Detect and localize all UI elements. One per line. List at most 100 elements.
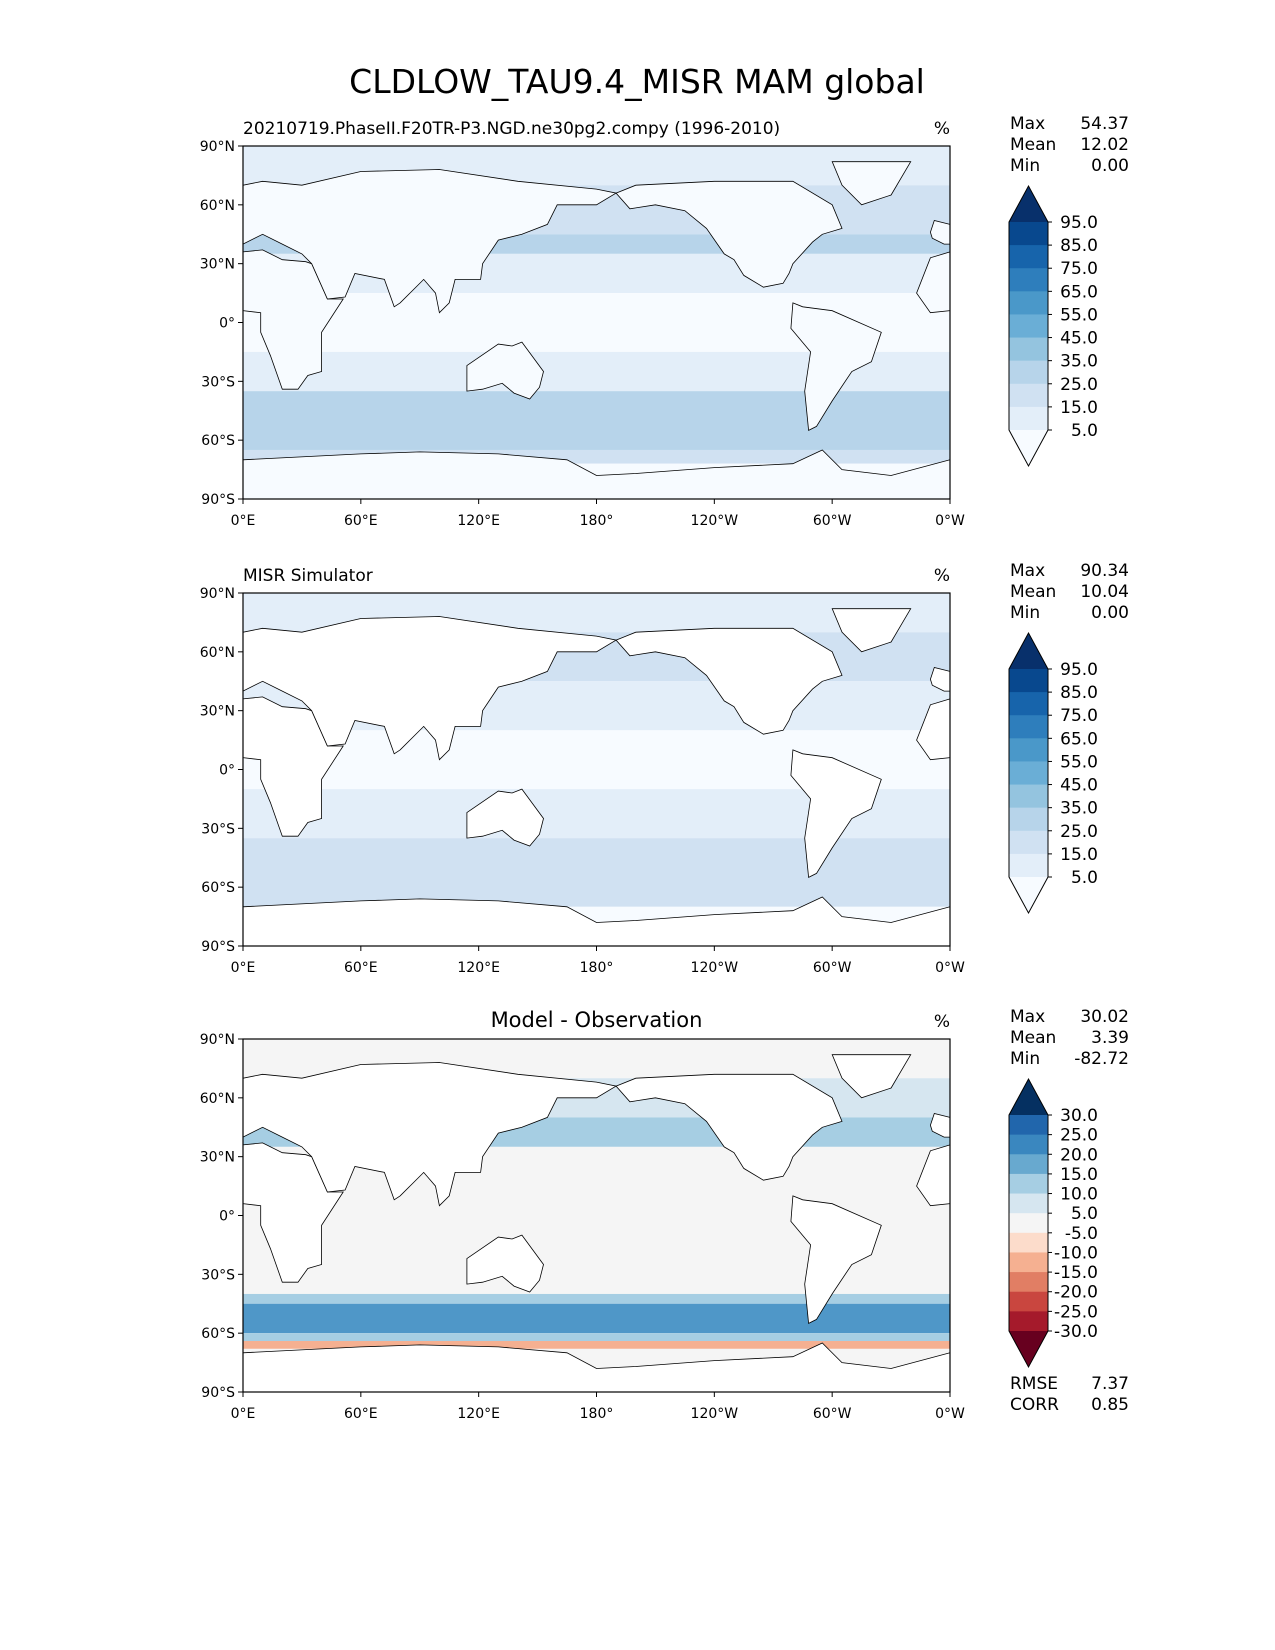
colorbar-label: 85.0 [1060,683,1098,703]
colorbar-label: 45.0 [1060,776,1098,796]
colorbar-band [1009,1232,1048,1253]
field-band [243,1333,950,1342]
colorbar-band [1009,1134,1048,1155]
colorbar-label: 75.0 [1060,706,1098,726]
y-tick-label: 0° [219,1209,235,1225]
colorbar-extend-top [1009,633,1048,669]
y-tick-label: 30°N [200,1150,235,1166]
map-panel-1: 0°E 60°E 120°E 180° 120°W 60°W 0°W 90°N 60°N 30°N… [200,114,1129,529]
colorbar-band [1009,715,1048,739]
stat-label: CORR [1010,1395,1059,1415]
colorbar-band [1009,268,1048,292]
colorbar-band [1009,406,1048,431]
y-tick-label: 90°N [200,586,235,602]
colorbar-band [1009,692,1048,716]
x-tick-label: 180° [580,513,614,529]
coastline-eurasia [242,1062,618,1207]
colorbar-label: 5.0 [1071,421,1098,441]
colorbar: 95.0 85.0 75.0 65.0 55.0 45.0 35.0 25.0 15.0 5.0 [1008,184,1098,468]
y-tick-label: 0° [219,316,235,332]
stat-label: Max [1010,561,1045,581]
colorbar-band [1009,383,1048,408]
stat-label: Min [1010,156,1040,176]
colorbar-label: 65.0 [1060,282,1098,302]
x-tick-label: 0°E [231,1406,256,1422]
colorbar-band [1009,1115,1048,1136]
y-tick-label: 60°S [201,433,235,449]
y-tick-label: 30°S [201,1267,235,1283]
stat-value: 0.85 [1091,1395,1129,1415]
colorbar-band [1009,314,1048,339]
y-tick-label: 90°S [201,939,235,955]
colorbar-label: 30.0 [1060,1106,1098,1126]
colorbar-band [1009,738,1048,762]
y-tick-label: 90°S [201,492,235,508]
colorbar-band [1009,360,1048,385]
colorbar-band [1009,1154,1048,1175]
stat-value: 3.39 [1091,1028,1129,1048]
y-tick-label: 60°N [200,198,235,214]
colorbar-label: 65.0 [1060,729,1098,749]
stat-value: 10.04 [1080,582,1129,602]
stat-value: 0.00 [1091,156,1129,176]
coastline-south-america [790,302,882,432]
colorbar-label: 15.0 [1060,398,1098,418]
x-tick-label: 120°E [457,513,500,529]
colorbar-extend-bottom [1009,430,1048,466]
colorbar-band [1009,853,1048,878]
colorbar-band [1009,1252,1048,1273]
units-label: % [934,1012,950,1032]
coastline-greenland [831,608,912,653]
colorbar-label: 25.0 [1060,1126,1098,1146]
x-tick-label: 120°W [691,960,739,976]
y-tick-label: 60°N [200,645,235,661]
colorbar-label: 20.0 [1060,1145,1098,1165]
colorbar: 95.0 85.0 75.0 65.0 55.0 45.0 35.0 25.0 15.0 5.0 [1008,631,1098,915]
colorbar-label: 25.0 [1060,375,1098,395]
colorbar-label: 95.0 [1060,213,1098,233]
colorbar-label: 55.0 [1060,305,1098,325]
colorbar-label: 15.0 [1060,1165,1098,1185]
x-tick-label: 60°W [813,1406,852,1422]
x-tick-label: 60°E [344,513,378,529]
colorbar-label: -5.0 [1065,1224,1098,1244]
y-tick-label: 90°S [201,1385,235,1401]
stat-label: Mean [1010,135,1056,155]
coastline-north-america [615,180,843,288]
x-tick-label: 60°E [344,1406,378,1422]
stat-value: 54.37 [1080,114,1129,134]
field-band [243,1293,950,1304]
colorbar-band [1009,784,1048,809]
colorbar-label: 85.0 [1060,236,1098,256]
coastline-eurasia [242,169,618,314]
stat-value: 12.02 [1080,135,1129,155]
x-tick-label: 0°W [935,513,965,529]
colorbar-band [1009,337,1048,362]
coastline-australia [466,788,544,847]
coastline-south-america [790,749,882,879]
panel-title: 20210719.PhaseII.F20TR-P3.NGD.ne30pg2.co… [243,119,780,139]
colorbar-band [1009,245,1048,269]
colorbar-band [1009,291,1048,315]
stat-value: 30.02 [1080,1007,1129,1027]
colorbar-label: 25.0 [1060,822,1098,842]
colorbar-band [1009,1173,1048,1195]
coastline-greenland [831,161,912,206]
x-tick-label: 0°E [231,513,256,529]
stat-label: Mean [1010,1028,1056,1048]
colorbar-label: 75.0 [1060,259,1098,279]
colorbar-label: 5.0 [1071,868,1098,888]
field-band [243,1303,950,1334]
colorbar-label: 55.0 [1060,752,1098,772]
colorbar-extend-bottom [1009,877,1048,913]
x-tick-label: 120°W [691,1406,739,1422]
figure-title: CLDLOW_TAU9.4_MISR MAM global [349,62,925,101]
colorbar-label: 15.0 [1060,845,1098,865]
colorbar-extend-bottom [1009,1331,1048,1367]
stat-label: Max [1010,114,1045,134]
y-tick-label: 0° [219,763,235,779]
y-tick-label: 90°N [200,139,235,155]
colorbar-band [1009,1291,1048,1312]
colorbar-band [1009,807,1048,832]
